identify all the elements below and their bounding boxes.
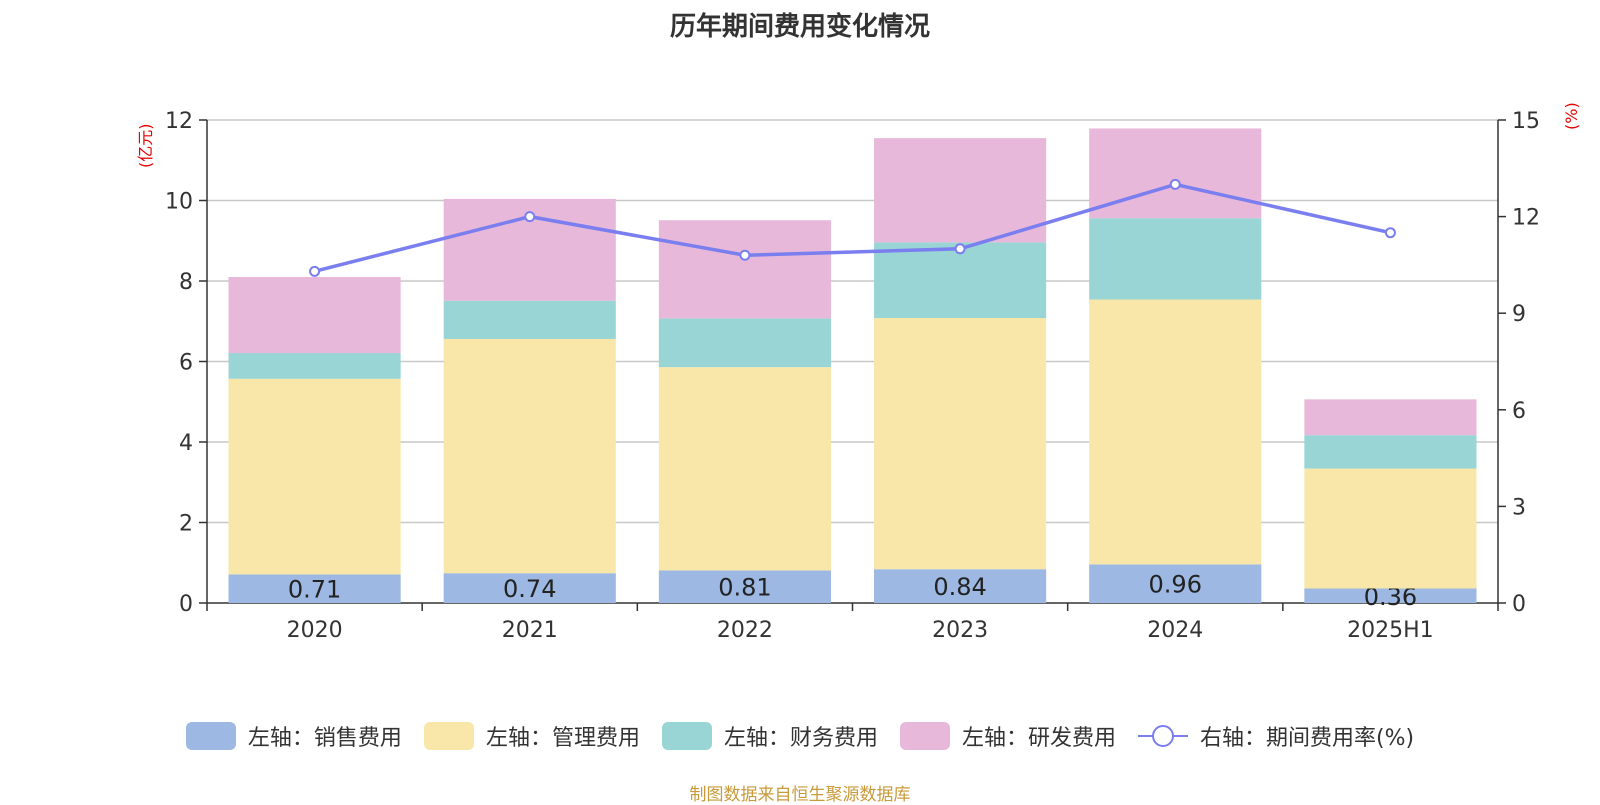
legend-swatch [185,722,236,750]
legend-item[interactable]: 右轴：期间费用率(%) [1137,720,1415,752]
bar-admin [1304,468,1477,589]
bar-finance [1089,218,1262,300]
bar-admin [874,318,1047,570]
legend-label: 右轴：期间费用率(%) [1199,726,1415,751]
legend-swatch [661,722,712,750]
bar-data-label: 0.74 [503,575,556,603]
left-axis-tick-label: 6 [179,351,193,376]
source-note: 制图数据来自恒生聚源数据库 [689,785,911,805]
bar-finance [228,353,401,379]
bar-data-label: 0.84 [933,573,986,601]
right-axis-tick-label: 9 [1512,302,1526,327]
left-axis-tick-label: 10 [165,190,193,215]
left-axis-tick-label: 2 [179,512,193,537]
bar-admin [1089,299,1262,565]
rate-line [314,182,1391,274]
bar-finance [443,300,616,339]
chart-title: 历年期间费用变化情况 [669,12,930,42]
plot-area: 0 2 4 6 8 10 12 0 3 6 9 12 15 2020 2021 2022 2023 2024 202… [165,109,1540,643]
left-axis-tick-label: 4 [179,431,193,456]
right-axis-tick-label: 6 [1512,399,1526,424]
bar-finance [1304,435,1477,469]
left-axis-tick-label: 0 [179,592,193,617]
rate-point [739,249,751,261]
bar-finance [658,318,831,368]
legend-item[interactable]: 左轴：财务费用 [661,720,878,752]
bar-admin [443,338,616,574]
left-axis-tick-label: 8 [179,270,193,295]
legend: 左轴：销售费用 左轴：管理费用 左轴：财务费用 左轴：研发费用 右轴：期间费用率(%) [0,720,1600,752]
left-axis-tick-label: 12 [165,109,193,134]
bar-sales [228,574,401,603]
right-axis-tick-label: 0 [1512,592,1526,617]
right-axis-tick-label: 12 [1512,206,1540,231]
bar-sales [443,573,616,603]
x-axis-tick-label: 2020 [287,618,343,643]
bar-data-label: 0.81 [718,574,771,602]
x-axis-tick-label: 2022 [717,618,773,643]
bar-data-label: 0.96 [1149,571,1202,599]
x-axis-tick-label: 2025H1 [1347,618,1434,643]
bar-sales [1089,564,1262,603]
rate-point [1384,227,1396,239]
legend-swatch [899,722,950,750]
legend-item[interactable]: 左轴：研发费用 [899,720,1116,752]
legend-label: 左轴：研发费用 [961,726,1116,751]
rate-point [954,243,966,255]
right-axis-tick-label: 3 [1512,495,1526,520]
x-axis-tick-label: 2023 [932,618,988,643]
legend-label: 左轴：销售费用 [247,726,402,751]
bar-sales [658,570,831,603]
rate-point [1169,178,1181,190]
legend-line-marker-icon [1137,725,1188,747]
x-axis-tick-label: 2021 [502,618,558,643]
x-axis-tick-label: 2024 [1147,618,1203,643]
bar-rnd [658,220,831,319]
bar-admin [228,378,401,575]
legend-swatch [423,722,474,750]
bar-rnd [1304,399,1477,436]
bar-rnd [1089,128,1262,219]
bar-sales [1304,588,1477,603]
bar-data-label: 0.71 [288,576,341,604]
legend-item[interactable]: 左轴：销售费用 [185,720,402,752]
rate-point [524,211,536,223]
rate-point [309,265,321,277]
bar-rnd [874,138,1047,243]
bar-finance [874,242,1047,319]
legend-label: 左轴：管理费用 [485,726,640,751]
legend-label: 左轴：财务费用 [723,726,878,751]
bar-sales [874,569,1047,603]
bar-admin [658,367,831,571]
right-axis-tick-label: 15 [1512,109,1540,134]
bar-rnd [228,276,401,354]
legend-item[interactable]: 左轴：管理费用 [423,720,640,752]
